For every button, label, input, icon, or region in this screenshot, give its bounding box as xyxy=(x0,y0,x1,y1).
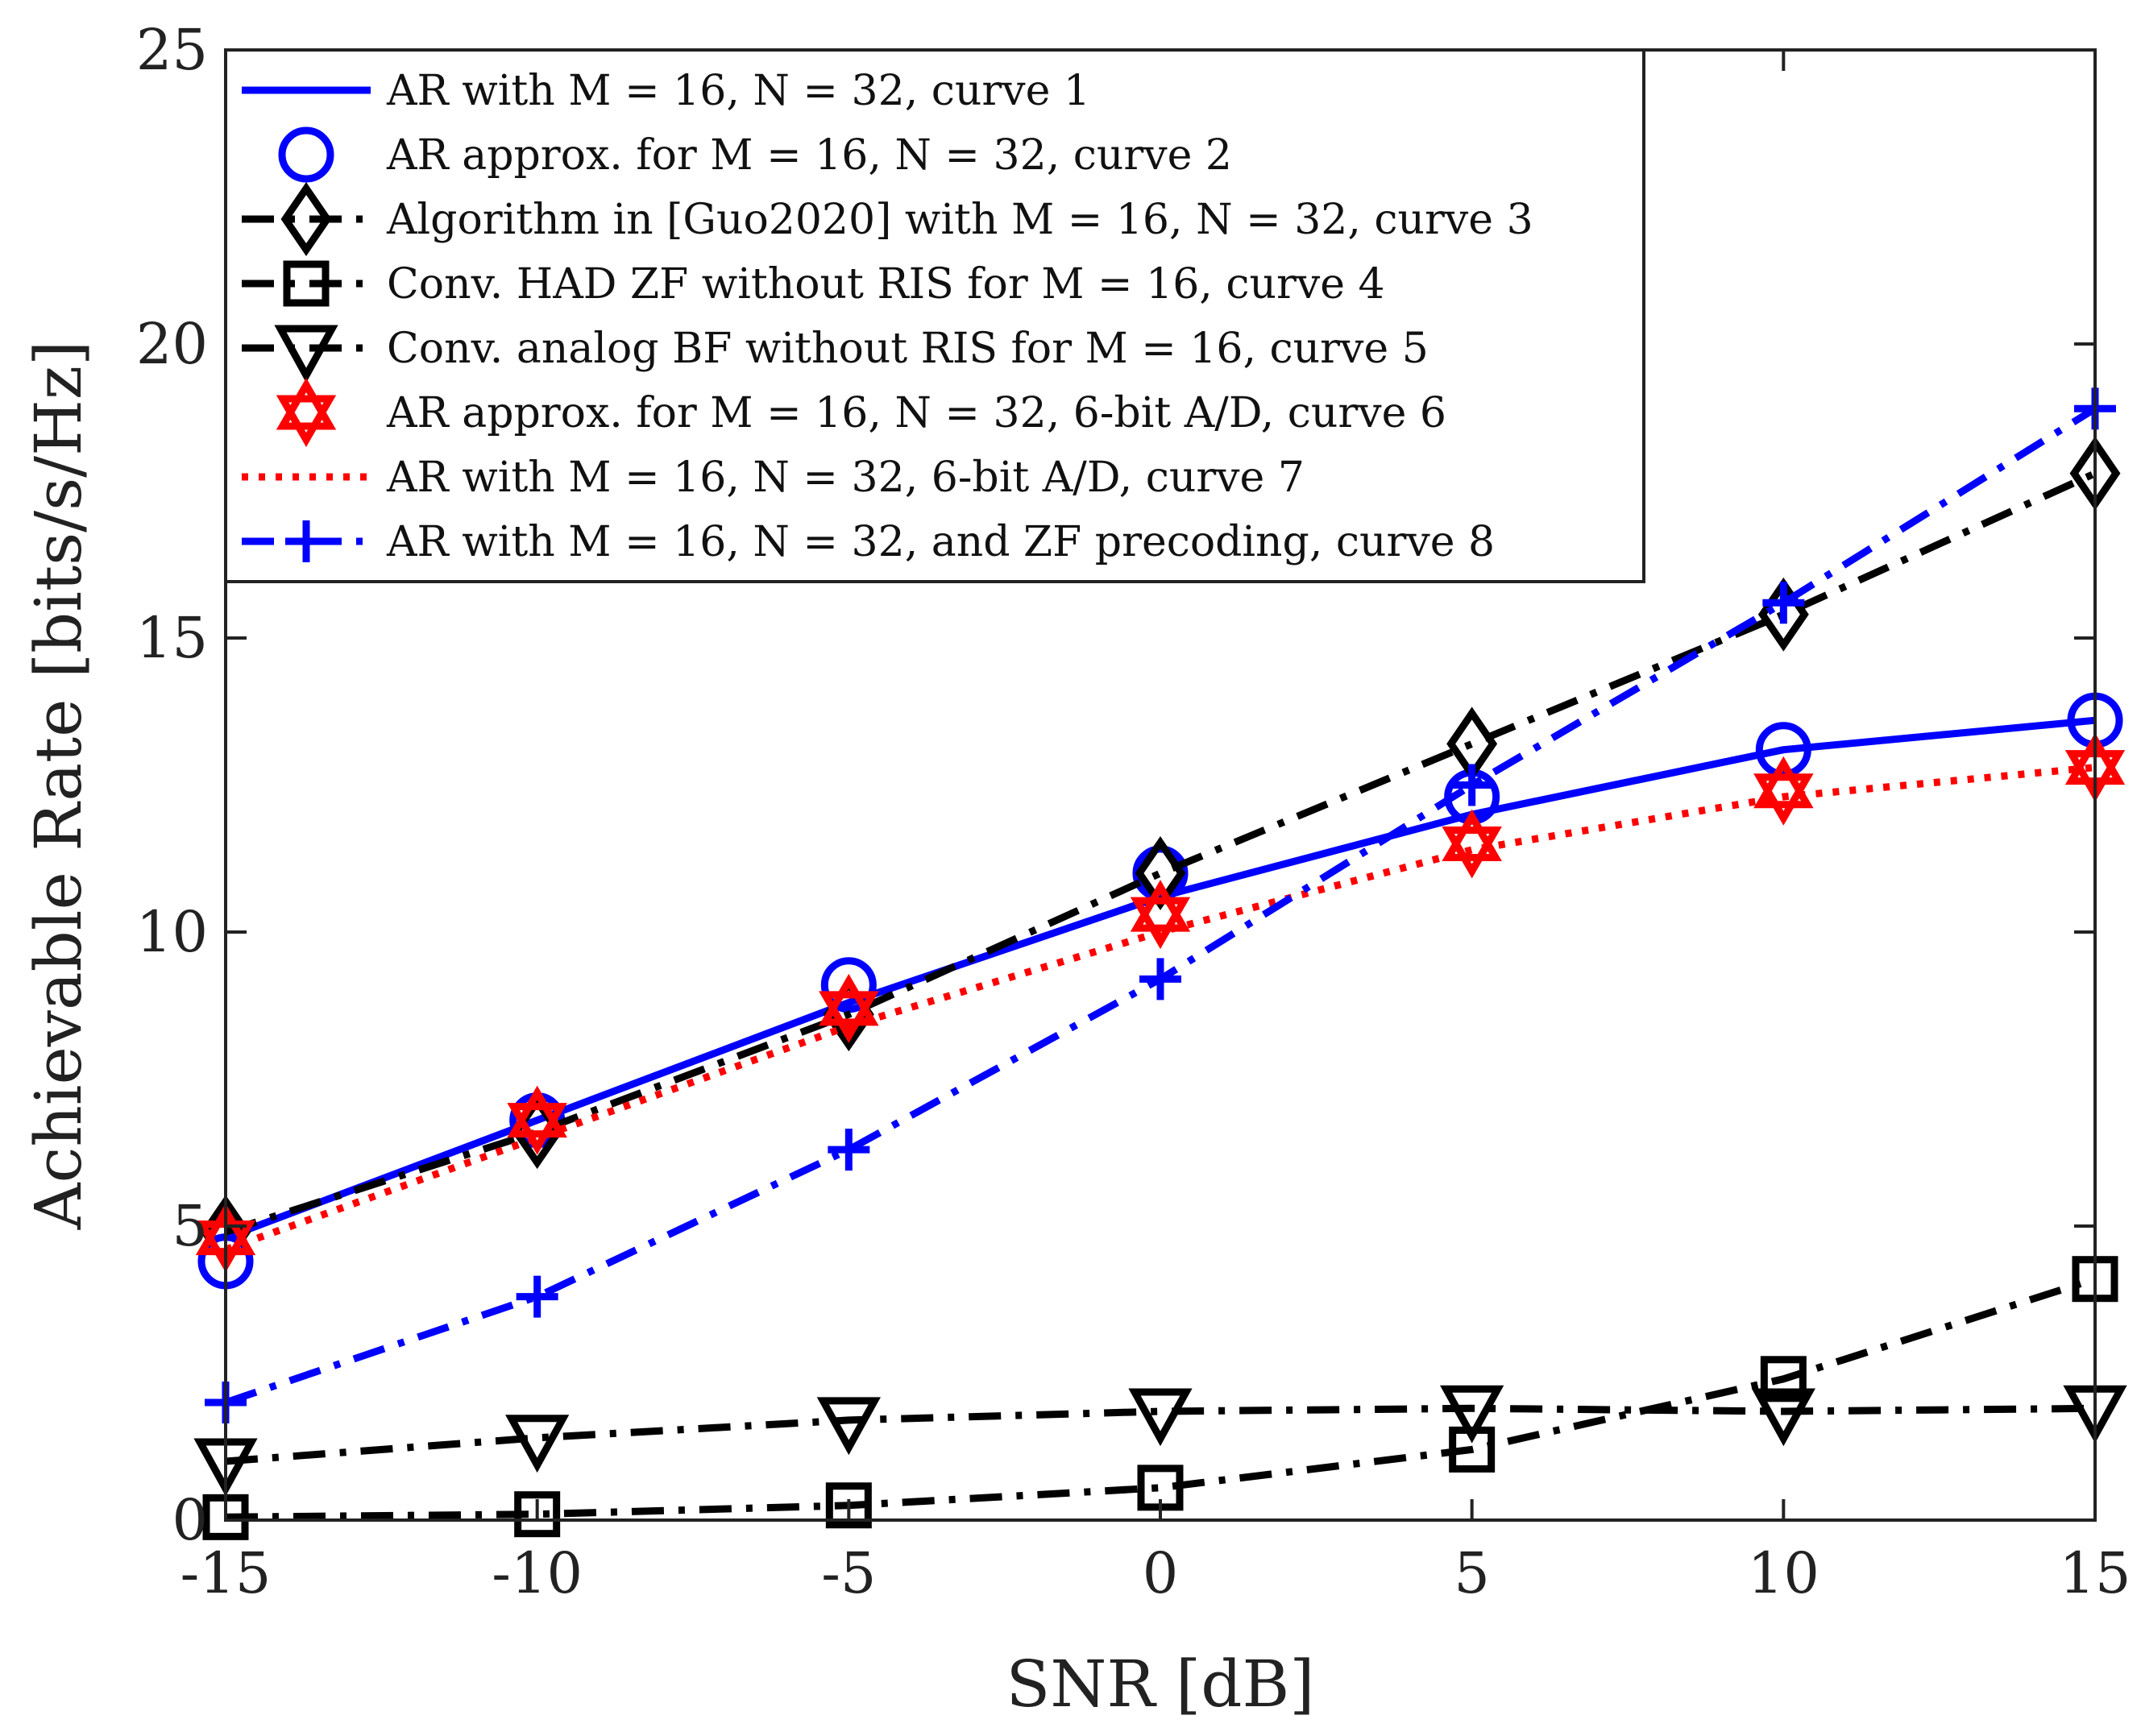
y-tick-label: 10 xyxy=(136,899,208,965)
series-6-point-up xyxy=(1753,756,1814,809)
legend: AR with M = 16, N = 32, curve 1 AR approx… xyxy=(224,48,1645,583)
legend-label: AR approx. for M = 16, N = 32, curve 2 xyxy=(386,131,1232,180)
series-5-point xyxy=(1440,1385,1504,1444)
series-5-point xyxy=(1128,1388,1193,1447)
series-6-point-down xyxy=(819,991,879,1043)
y-tick-label: 20 xyxy=(136,311,208,377)
legend-entry-7: AR with M = 16, N = 32, 6-bit A/D, curve… xyxy=(242,454,1305,502)
series-4-line xyxy=(225,1275,2097,1521)
x-tick-label: 5 xyxy=(1454,1540,1490,1606)
series-6-point-up xyxy=(1442,809,1502,861)
y-tick-label: 5 xyxy=(172,1193,208,1259)
x-tick-label: 10 xyxy=(1748,1540,1819,1606)
legend-marker xyxy=(274,325,338,383)
series-6-point-up xyxy=(507,1085,567,1138)
series-5-point xyxy=(1751,1388,1815,1447)
series-layer xyxy=(193,387,2127,1540)
y-tick-label: 15 xyxy=(136,605,208,671)
y-tick-label: 0 xyxy=(172,1487,208,1553)
legend-label: AR with M = 16, N = 32, 6-bit A/D, curve… xyxy=(386,454,1305,502)
series-4-point xyxy=(1760,1356,1807,1402)
series-8-point xyxy=(1139,958,1181,1001)
legend-marker-up xyxy=(276,377,337,430)
legend-entry-6: AR approx. for M = 16, N = 32, 6-bit A/D… xyxy=(276,377,1446,448)
series-2-point xyxy=(820,957,877,1013)
series-4-point xyxy=(825,1482,872,1529)
legend-entry-2: AR approx. for M = 16, N = 32, curve 2 xyxy=(278,126,1232,183)
series-6 xyxy=(195,732,2126,1273)
series-5-line xyxy=(225,1404,2096,1465)
y-tick-label: 25 xyxy=(136,17,208,83)
series-5-point xyxy=(505,1415,570,1473)
x-axis-label: SNR [dB] xyxy=(1006,1647,1315,1721)
legend-marker xyxy=(278,126,334,183)
series-6-point-down xyxy=(1130,897,1191,950)
series-6-point-up xyxy=(1130,880,1191,932)
legend-marker-down xyxy=(276,395,337,448)
series-7 xyxy=(224,764,2096,1253)
legend-label: Conv. analog BF without RIS for M = 16, … xyxy=(387,325,1429,373)
legend-marker xyxy=(280,182,332,256)
legend-marker xyxy=(276,377,337,448)
series-8-point xyxy=(828,1129,870,1171)
legend-box xyxy=(224,48,1645,583)
legend-entry-3: Algorithm in [Guo2020] with M = 16, N = … xyxy=(242,182,1533,256)
legend-entry-8: AR with M = 16, N = 32, and ZF precoding… xyxy=(242,518,1495,566)
legend-label: Conv. HAD ZF without RIS for M = 16, cur… xyxy=(387,260,1385,309)
series-8-point xyxy=(1762,582,1805,624)
x-tick-label: 15 xyxy=(2059,1540,2131,1606)
series-6-point-up xyxy=(819,973,879,1026)
legend-marker xyxy=(285,520,327,562)
series-7-line xyxy=(224,764,2096,1253)
legend-marker xyxy=(283,260,330,307)
series-6-point xyxy=(507,1085,567,1155)
legend-entry-4: Conv. HAD ZF without RIS for M = 16, cur… xyxy=(242,260,1385,309)
legend-label: AR with M = 16, N = 32, and ZF precoding… xyxy=(386,518,1495,566)
series-8-point xyxy=(516,1275,558,1318)
series-8 xyxy=(205,387,2116,1423)
legend-label: AR approx. for M = 16, N = 32, 6-bit A/D… xyxy=(386,389,1446,437)
legend-label: Algorithm in [Guo2020] with M = 16, N = … xyxy=(386,196,1533,244)
x-tick-label: -5 xyxy=(821,1540,876,1606)
series-6-point xyxy=(819,973,879,1043)
legend-entry-1: AR with M = 16, N = 32, curve 1 xyxy=(242,67,1090,115)
series-6-point xyxy=(1130,880,1191,950)
series-6-point-down xyxy=(507,1103,567,1155)
legend-entry-5: Conv. analog BF without RIS for M = 16, … xyxy=(242,325,1429,383)
legend-label: AR with M = 16, N = 32, curve 1 xyxy=(386,67,1090,115)
y-axis-label: Achievable Rate [bits/s/Hz] xyxy=(21,341,96,1230)
x-tick-label: -15 xyxy=(180,1540,272,1606)
x-tick-label: -10 xyxy=(492,1540,583,1606)
series-8-point xyxy=(1450,764,1493,806)
series-4-point xyxy=(514,1491,561,1538)
x-tick-label: 0 xyxy=(1143,1540,1179,1606)
series-5-point xyxy=(816,1397,881,1456)
